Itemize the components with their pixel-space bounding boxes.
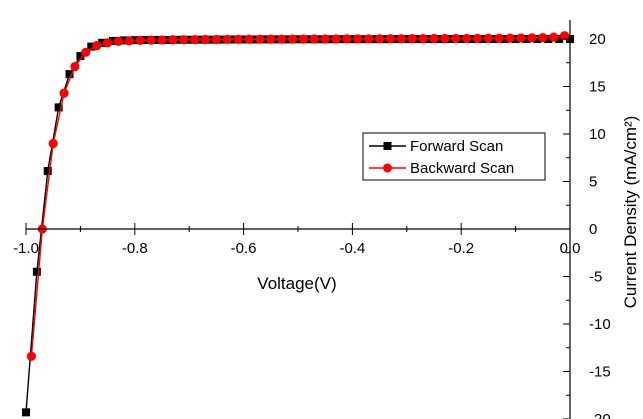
backward-scan-point	[483, 33, 493, 43]
backward-scan-point	[429, 33, 439, 44]
backward-scan-point	[168, 35, 178, 45]
backward-scan-point	[26, 351, 37, 361]
forward-scan-point	[98, 38, 107, 47]
forward-scan-point	[87, 42, 96, 51]
y-tick-label: 15	[589, 79, 606, 96]
forward-scan-point	[555, 35, 564, 43]
legend-label-forward: Forward Scan	[410, 138, 503, 155]
x-axis-title: Voltage(V)	[257, 274, 336, 293]
backward-scan-point	[200, 34, 211, 45]
backward-scan-point	[298, 34, 309, 44]
forward-scan-point	[32, 267, 41, 276]
y-tick-label: -5	[589, 269, 602, 286]
backward-scan-point	[494, 33, 504, 43]
y-tick-label: 0	[589, 221, 597, 238]
backward-scan-point	[538, 32, 548, 43]
y-tick-label: -10	[589, 316, 611, 333]
y-axis-title: Current Density (mA/cm²)	[621, 116, 640, 309]
x-tick-label: -1.0	[13, 240, 39, 257]
backward-scan-point	[353, 34, 363, 44]
y-tick-label: -15	[589, 364, 611, 381]
backward-scan-point	[113, 36, 124, 46]
backward-scan-point	[375, 34, 385, 44]
backward-scan-point	[48, 138, 58, 149]
backward-scan-point	[320, 34, 330, 44]
backward-scan-point	[103, 38, 113, 48]
backward-scan-point	[505, 33, 515, 43]
y-tick-label: 10	[589, 126, 606, 143]
backward-scan-point	[440, 33, 450, 44]
legend: Forward Scan Backward Scan	[362, 132, 546, 181]
backward-scan-point	[549, 32, 559, 42]
backward-scan-point	[135, 35, 145, 46]
series-line-forward	[25, 38, 570, 413]
backward-scan-point	[190, 34, 200, 45]
backward-scan-point	[364, 34, 374, 44]
y-tick-label: 20	[589, 31, 606, 48]
backward-scan-point	[527, 33, 537, 43]
backward-scan-point	[277, 34, 287, 44]
forward-scan-point	[119, 36, 128, 45]
legend-marker-backward	[383, 163, 392, 173]
backward-scan-point	[451, 33, 461, 44]
backward-scan-point	[342, 34, 352, 44]
forward-scan-point	[65, 70, 74, 79]
backward-scan-point	[92, 41, 102, 51]
backward-scan-point	[255, 34, 265, 44]
backward-scan-point	[266, 34, 276, 44]
backward-scan-point	[385, 34, 396, 44]
x-tick-label: -0.4	[339, 240, 365, 257]
forward-scan-point	[43, 167, 52, 176]
axes: -1.0 -0.8 -0.6 -0.4 -0.2 0.0 20 15 10 5 0 -5 -10 -15 -…	[13, 20, 611, 419]
backward-scan-point	[179, 35, 189, 45]
forward-scan-point	[54, 103, 63, 112]
x-tick-label: -0.6	[231, 240, 257, 257]
backward-scan-point	[418, 34, 428, 44]
legend-marker-forward	[383, 142, 392, 150]
backward-scan-point	[211, 34, 221, 45]
backward-scan-point	[396, 34, 406, 44]
backward-scan-point	[309, 34, 319, 44]
backward-scan-point	[222, 34, 232, 44]
backward-scan-point	[287, 34, 298, 44]
plot-area	[22, 31, 574, 417]
y-tick-label: -20	[589, 411, 611, 419]
legend-box	[362, 132, 546, 181]
backward-scan-point	[472, 33, 483, 43]
backward-scan-point	[146, 35, 156, 45]
forward-scan-point	[22, 408, 30, 417]
forward-scan-point	[109, 36, 118, 45]
backward-scan-point	[70, 61, 80, 72]
x-tick-label: -0.8	[122, 240, 148, 257]
x-tick-label: -0.2	[448, 240, 474, 257]
backward-scan-point	[124, 36, 134, 46]
forward-scan-point	[522, 35, 531, 43]
backward-scan-point	[462, 33, 472, 44]
y-tick-label: 5	[589, 174, 597, 191]
backward-scan-point	[407, 34, 417, 44]
forward-scan-point	[544, 35, 553, 43]
series-line-backward	[30, 34, 565, 357]
backward-scan-point	[233, 34, 243, 44]
backward-scan-point	[59, 88, 69, 98]
forward-scan-point	[500, 35, 509, 43]
x-tick-label: 0.0	[560, 240, 581, 257]
legend-label-backward: Backward Scan	[410, 160, 514, 177]
forward-scan-point	[76, 52, 85, 61]
backward-scan-point	[516, 33, 526, 43]
backward-scan-point	[331, 34, 341, 44]
forward-scan-point	[511, 35, 520, 43]
forward-scan-point	[489, 35, 498, 43]
backward-scan-point	[244, 34, 254, 44]
backward-scan-point	[559, 31, 570, 41]
backward-scan-point	[157, 35, 167, 45]
forward-scan-point	[478, 35, 487, 43]
backward-scan-point	[81, 47, 91, 57]
forward-scan-point	[533, 35, 542, 43]
